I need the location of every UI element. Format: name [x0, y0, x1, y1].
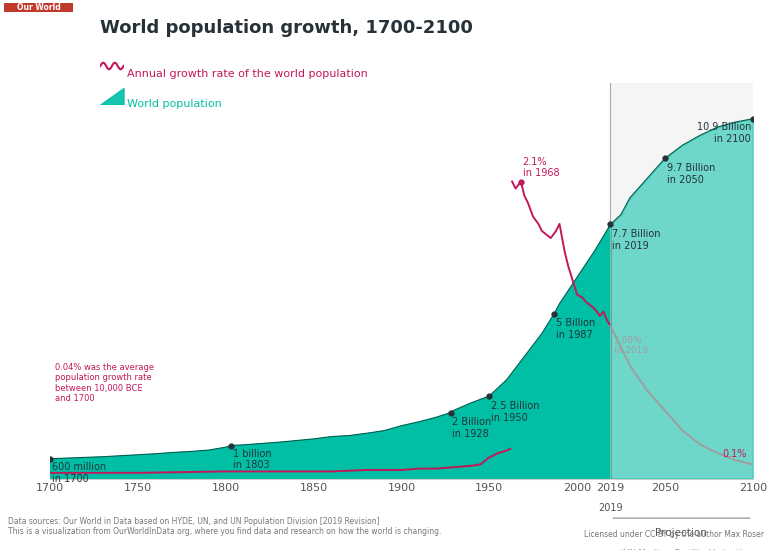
- Text: 0.04% was the average
population growth rate
between 10,000 BCE
and 1700: 0.04% was the average population growth …: [56, 363, 154, 403]
- Text: 7.7 Billion
in 2019: 7.7 Billion in 2019: [612, 229, 661, 251]
- FancyBboxPatch shape: [4, 3, 73, 12]
- Text: Projection: Projection: [655, 528, 706, 538]
- Text: World population: World population: [127, 99, 222, 109]
- Text: 600 million
in 1700: 600 million in 1700: [52, 462, 106, 483]
- Text: Annual growth rate of the world population: Annual growth rate of the world populati…: [127, 69, 368, 79]
- Text: World population growth, 1700-2100: World population growth, 1700-2100: [100, 19, 473, 37]
- Text: 1 billion
in 1803: 1 billion in 1803: [233, 449, 272, 470]
- Text: Data sources: Our World in Data based on HYDE, UN, and UN Population Division [2: Data sources: Our World in Data based on…: [8, 517, 441, 536]
- Text: 2.1%
in 1968: 2.1% in 1968: [523, 157, 559, 178]
- Text: 1.08%
in 2019: 1.08% in 2019: [614, 336, 648, 355]
- Text: 2019: 2019: [598, 503, 623, 513]
- Text: 5 Billion
in 1987: 5 Billion in 1987: [556, 318, 595, 340]
- Text: in Data: in Data: [20, 34, 57, 43]
- Bar: [611, 82, 753, 478]
- Text: 10.9 Billion
in 2100: 10.9 Billion in 2100: [696, 122, 751, 144]
- Text: 2 Billion
in 1928: 2 Billion in 1928: [452, 417, 492, 439]
- Text: Licensed under CC-BY by the author Max Roser: Licensed under CC-BY by the author Max R…: [584, 530, 764, 539]
- Text: Our World: Our World: [17, 3, 60, 12]
- Text: 2.5 Billion
in 1950: 2.5 Billion in 1950: [491, 401, 540, 422]
- Text: 0.1%: 0.1%: [723, 449, 747, 459]
- Text: (UN Medium Fertility Variant): (UN Medium Fertility Variant): [620, 549, 742, 550]
- Text: 9.7 Billion
in 2050: 9.7 Billion in 2050: [667, 163, 715, 185]
